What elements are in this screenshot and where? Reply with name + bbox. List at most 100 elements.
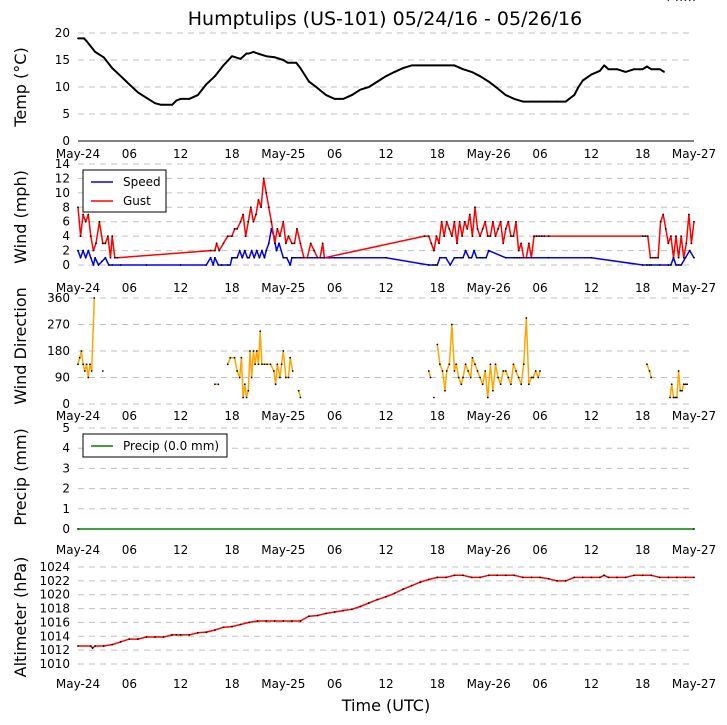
wind-speed-point [241, 256, 244, 259]
y-tick-label: 270 [47, 318, 70, 332]
wind-gust-point [474, 206, 476, 209]
y-axis-label: Temp (°C) [11, 47, 30, 127]
wind-speed-point [119, 264, 122, 266]
temp-temp-point [496, 87, 499, 89]
temp-temp-point [624, 70, 627, 73]
wind-speed-point [646, 264, 648, 266]
wind-speed-point [261, 249, 263, 252]
x-tick-label: 06 [532, 147, 547, 161]
wind-speed-point [290, 256, 293, 259]
temp-temp-point [273, 56, 276, 59]
y-tick-label: 4 [62, 229, 70, 243]
wind-gust-point [430, 242, 433, 245]
temp-temp-point [646, 65, 648, 68]
wind-gust-point [255, 213, 257, 216]
wind-direction-segment-point [679, 389, 682, 392]
wind-direction-segment-point [82, 363, 85, 366]
wind-gust-point [79, 235, 82, 238]
temp-temp-point [145, 96, 148, 99]
wind-direction-segment-point [669, 396, 671, 399]
wind-gust-point [423, 235, 426, 238]
altimeter-altimeter-point [333, 611, 336, 613]
wind-gust-point [654, 256, 657, 259]
wind-direction-segment-point [648, 370, 651, 372]
wind-direction-segment-point [299, 396, 302, 399]
wind-direction-segment-point [686, 383, 689, 386]
temp-temp-point [598, 69, 601, 72]
wind-gust-point [290, 242, 293, 245]
temp-temp-point [286, 61, 289, 64]
x-tick-label: May-25 [261, 147, 305, 161]
wind-gust-point [438, 242, 440, 245]
wind-speed-point [677, 264, 680, 266]
x-tick-label: May-24 [56, 543, 100, 557]
wind-gust-point [213, 249, 216, 252]
wind-gust-point [249, 206, 252, 209]
temp-temp-point [410, 64, 413, 67]
wind-gust-point [507, 220, 510, 223]
wind-gust-point [236, 228, 239, 230]
altimeter-altimeter-point [436, 576, 439, 579]
wind-gust-point [489, 235, 492, 238]
wind-gust-point [680, 235, 683, 238]
altimeter-altimeter-point [693, 576, 695, 579]
wind-speed-point [77, 249, 79, 252]
wind-direction-segment-point [504, 370, 507, 372]
altimeter-altimeter-point [487, 574, 490, 577]
wind-speed-point [473, 249, 476, 252]
wind-gust-point [109, 256, 112, 259]
wind-speed-point [670, 264, 672, 266]
wind-gust-point [313, 249, 316, 252]
wind-gust-point [244, 235, 247, 238]
wind-gust-point [84, 220, 87, 223]
wind-gust-point [107, 235, 109, 238]
altimeter-altimeter-point [145, 636, 148, 638]
temp-temp-point [128, 83, 131, 86]
wind-gust-point [101, 242, 104, 245]
wind-direction-segment-point [245, 396, 248, 399]
temp-temp-point [667, 0, 670, 1]
y-axis-label: Altimeter (hPa) [11, 557, 30, 678]
temp-temp-point [162, 103, 165, 106]
wind-gust-point [522, 256, 525, 259]
wind-gust-point [675, 235, 677, 238]
wind-direction-segment-point [229, 356, 232, 359]
temp-temp-point [367, 86, 370, 88]
wind-gust-point [672, 256, 675, 259]
wind-direction-segment-line [227, 330, 294, 399]
chart-title: Humptulips (US-101) 05/24/16 - 05/26/16 [188, 8, 583, 30]
x-tick-label: 18 [635, 677, 650, 691]
wind-direction-segment-point [502, 370, 505, 372]
wind-speed-point [464, 249, 467, 252]
temp-temp-point [590, 73, 593, 76]
temp-temp-point [94, 51, 97, 53]
wind-speed-point [145, 264, 148, 266]
wind-direction-segment-point [236, 370, 239, 372]
x-tick-label: 06 [327, 677, 342, 691]
wind-gust-point [510, 235, 512, 238]
wind-gust-point [226, 235, 229, 238]
wind-speed-point [449, 264, 452, 266]
wind-direction-segment-point [233, 356, 236, 359]
wind-gust-point [664, 228, 667, 230]
wind-gust-point [538, 235, 541, 238]
wind-direction-segment-point [445, 370, 448, 372]
x-tick-label: May-25 [261, 543, 305, 557]
x-tick-label: May-27 [672, 677, 716, 691]
wind-direction-segment-point [486, 396, 489, 399]
wind-speed-point [258, 256, 261, 259]
wind-direction-segment-point [441, 370, 444, 372]
wind-gust-point [427, 235, 430, 238]
y-tick-label: 6 [62, 215, 70, 229]
wind-speed-point [84, 256, 87, 259]
wind-direction-segment-point [247, 389, 250, 392]
altimeter-altimeter-point [556, 579, 559, 582]
x-tick-label: May-25 [261, 677, 305, 691]
x-tick-label: 12 [584, 409, 599, 423]
wind-direction-segment-point [471, 356, 474, 359]
wind-gust-point [116, 256, 119, 259]
wind-gust-line [77, 177, 695, 259]
altimeter-altimeter-point [393, 592, 396, 595]
wind-direction-segment-point [670, 383, 673, 386]
